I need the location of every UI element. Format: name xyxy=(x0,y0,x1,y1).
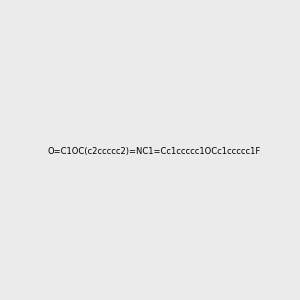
Text: O=C1OC(c2ccccc2)=NC1=Cc1ccccc1OCc1ccccc1F: O=C1OC(c2ccccc2)=NC1=Cc1ccccc1OCc1ccccc1… xyxy=(47,147,260,156)
